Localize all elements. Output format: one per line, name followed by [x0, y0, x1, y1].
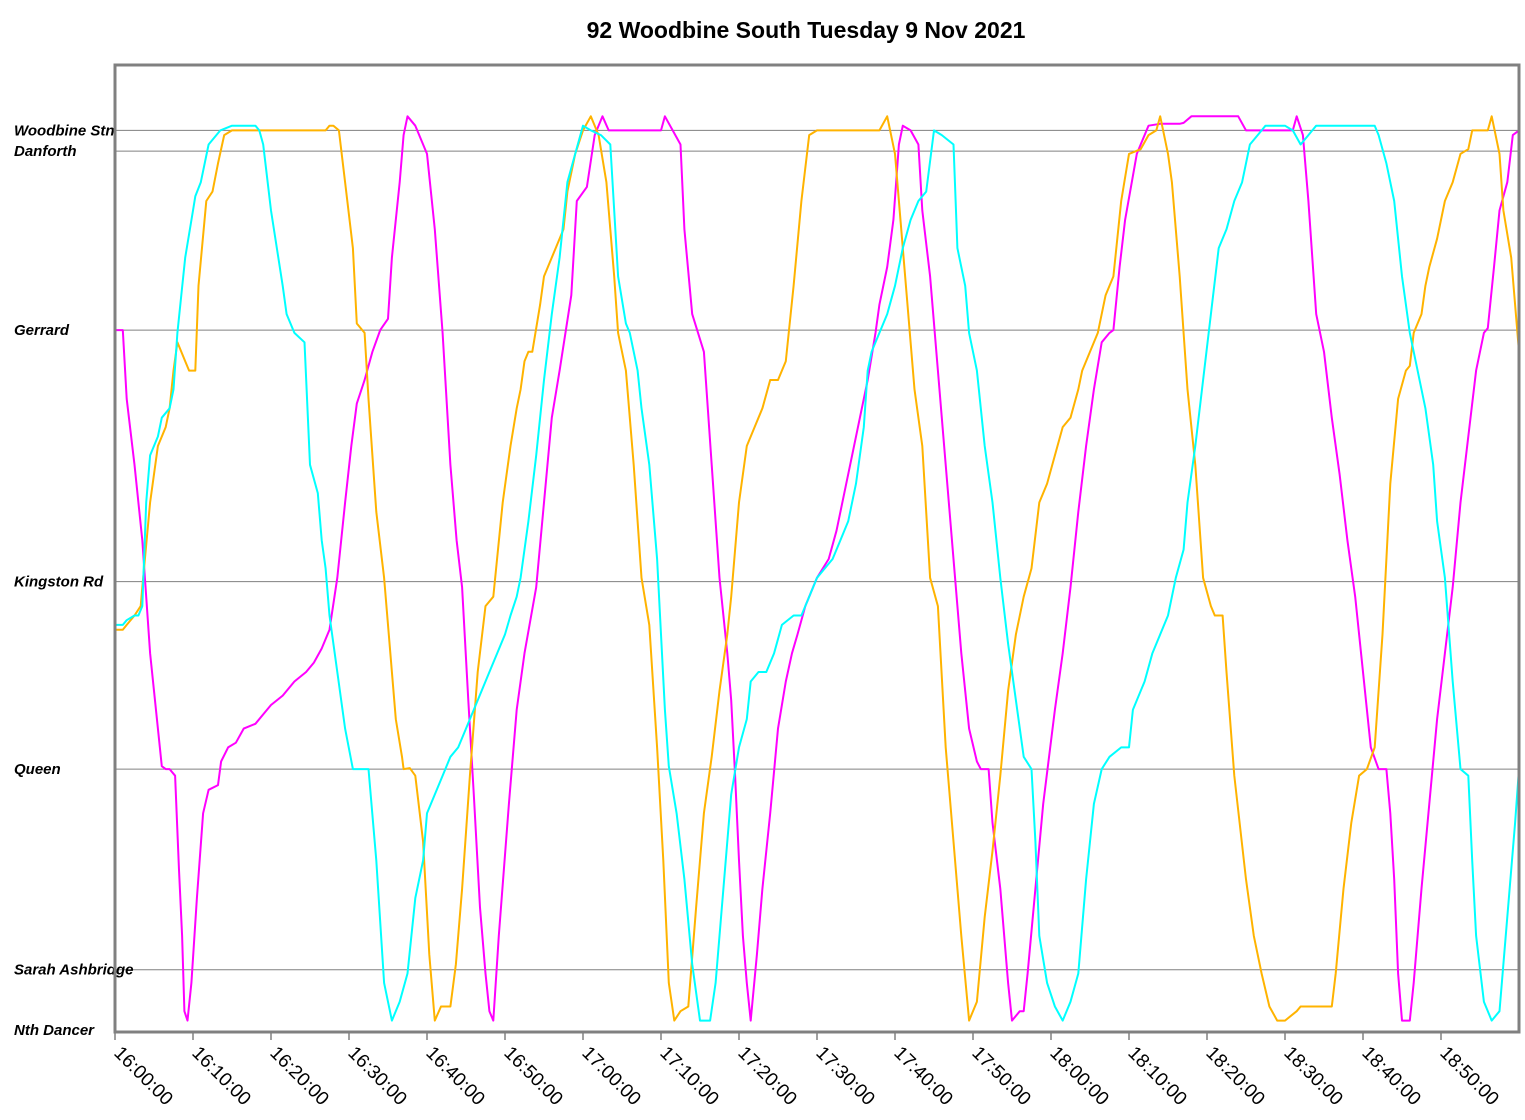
x-tick-label: 18:10:00 [1123, 1043, 1190, 1110]
x-tick-label: 16:00:00 [109, 1043, 176, 1110]
stop-gridlines [115, 129, 1519, 971]
stop-label: Danforth [14, 143, 77, 160]
x-tick-label: 17:40:00 [889, 1043, 956, 1110]
stop-label: Kingston Rd [14, 574, 104, 591]
x-tick-label: 16:40:00 [421, 1043, 488, 1110]
x-tick-label: 18:00:00 [1045, 1043, 1112, 1110]
stop-label: Queen [14, 761, 61, 778]
x-tick-label: 18:40:00 [1357, 1043, 1424, 1110]
x-tick-label: 18:30:00 [1279, 1043, 1346, 1110]
series-line [115, 124, 1520, 1022]
x-tick-label: 17:10:00 [655, 1043, 722, 1110]
series-lines [115, 115, 1520, 1022]
stop-label: Nth Dancer [14, 1022, 95, 1039]
x-tick-label: 16:30:00 [343, 1043, 410, 1110]
chart-title: 92 Woodbine South Tuesday 9 Nov 2021 [587, 17, 1026, 43]
plot-frame [113, 63, 1521, 1034]
stop-label: Woodbine Stn [14, 122, 115, 139]
x-tick-label: 16:20:00 [265, 1043, 332, 1110]
x-tick-label: 17:00:00 [577, 1043, 644, 1110]
x-tick-label: 16:50:00 [499, 1043, 566, 1110]
x-tick-label: 17:30:00 [811, 1043, 878, 1110]
stop-labels: Woodbine Stn Danforth Gerrard Kingston Rd Qu… [14, 122, 133, 1039]
x-tick-label: 18:20:00 [1201, 1043, 1268, 1110]
x-axis-ticks: 16:00:00 16:10:00 16:20:00 16:30:00 16:40:00… [109, 1032, 1503, 1110]
x-tick-label: 16:10:00 [187, 1043, 254, 1110]
x-tick-label: 17:20:00 [733, 1043, 800, 1110]
x-tick-label: 18:50:00 [1435, 1043, 1502, 1110]
stop-label: Gerrard [14, 322, 70, 339]
series-line [115, 115, 1520, 1022]
x-tick-label: 17:50:00 [967, 1043, 1034, 1110]
stop-label: Sarah Ashbridge [14, 962, 133, 979]
